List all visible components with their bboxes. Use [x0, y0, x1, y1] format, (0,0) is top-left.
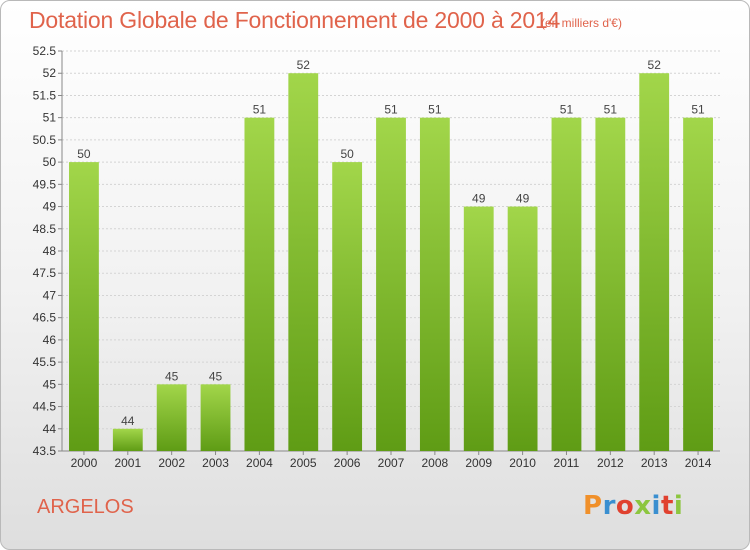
brand-letter: t	[660, 491, 674, 521]
y-tick-label: 50.5	[33, 133, 57, 147]
y-tick-label: 44.5	[33, 400, 57, 414]
x-tick-label: 2000	[71, 456, 98, 470]
bar	[595, 117, 626, 452]
data-label: 51	[560, 103, 574, 117]
brand-letter: P	[583, 491, 603, 521]
bar	[112, 428, 143, 451]
y-tick-label: 51.5	[33, 88, 57, 102]
x-tick-label: 2004	[246, 456, 273, 470]
x-tick-label: 2001	[114, 456, 141, 470]
bar	[507, 206, 538, 451]
bar	[200, 384, 231, 451]
data-label: 50	[340, 147, 354, 161]
y-tick-label: 44	[43, 422, 57, 436]
bar	[376, 117, 406, 452]
x-tick-label: 2012	[597, 456, 624, 470]
data-label: 49	[516, 192, 530, 206]
data-label: 51	[604, 103, 618, 117]
bar	[288, 73, 319, 451]
x-tick-label: 2007	[378, 456, 405, 470]
data-label: 44	[121, 414, 135, 428]
x-tick-label: 2010	[509, 456, 536, 470]
y-tick-label: 45.5	[33, 355, 57, 369]
bars	[69, 73, 713, 452]
brand-letter: x	[634, 491, 652, 521]
x-tick-label: 2009	[465, 456, 492, 470]
x-tick-label: 2011	[554, 456, 580, 470]
y-tick-label: 46.5	[33, 311, 57, 325]
data-label: 51	[253, 103, 267, 117]
data-label: 52	[648, 58, 662, 72]
data-label: 45	[209, 369, 223, 383]
data-label: 51	[428, 103, 442, 117]
y-tick-label: 51	[43, 111, 57, 125]
bar	[156, 384, 187, 451]
y-tick-label: 49	[43, 200, 57, 214]
bar	[69, 162, 99, 451]
data-label: 51	[691, 103, 705, 117]
x-tick-label: 2003	[202, 456, 229, 470]
x-tick-label: 2014	[685, 456, 712, 470]
y-tick-label: 43.5	[33, 444, 57, 458]
chart-subtitle: (en milliers d'€)	[541, 16, 622, 30]
y-tick-label: 48.5	[33, 222, 57, 236]
bar	[463, 206, 494, 451]
bar	[419, 117, 450, 452]
x-tick-label: 2013	[641, 456, 668, 470]
x-tick-label: 2008	[422, 456, 449, 470]
data-label: 52	[297, 58, 311, 72]
bar	[551, 117, 582, 452]
y-tick-label: 50	[43, 155, 57, 169]
y-tick-label: 45	[43, 377, 57, 391]
chart-title: Dotation Globale de Fonctionnement de 20…	[29, 7, 561, 33]
brand-letter: r	[602, 491, 616, 521]
y-tick-label: 49.5	[33, 177, 57, 191]
x-tick-label: 2006	[334, 456, 361, 470]
data-label: 45	[165, 369, 179, 383]
y-tick-label: 46	[43, 333, 57, 347]
brand-logo: Proxiti	[583, 491, 683, 521]
data-label: 50	[77, 147, 91, 161]
x-tick-label: 2005	[290, 456, 317, 470]
data-label: 49	[472, 192, 486, 206]
y-tick-label: 52.5	[33, 44, 57, 58]
y-tick-label: 47	[43, 288, 57, 302]
y-tick-label: 47.5	[33, 266, 57, 280]
y-tick-label: 52	[43, 66, 57, 80]
location-name: ARGELOS	[37, 496, 134, 518]
labels: 43.5 44 44.5 45 45.5 46 46.5 47 47.5 48 48.5 49 49.5…	[33, 44, 712, 470]
brand-letter: i	[651, 491, 661, 521]
y-tick-label: 48	[43, 244, 57, 258]
bar	[332, 162, 363, 451]
bar	[639, 73, 670, 451]
data-label: 51	[384, 103, 398, 117]
brand-letter: i	[673, 491, 684, 521]
bar	[683, 117, 713, 452]
bar	[244, 117, 275, 452]
x-tick-label: 2002	[158, 456, 185, 470]
brand-letter: o	[615, 491, 635, 521]
